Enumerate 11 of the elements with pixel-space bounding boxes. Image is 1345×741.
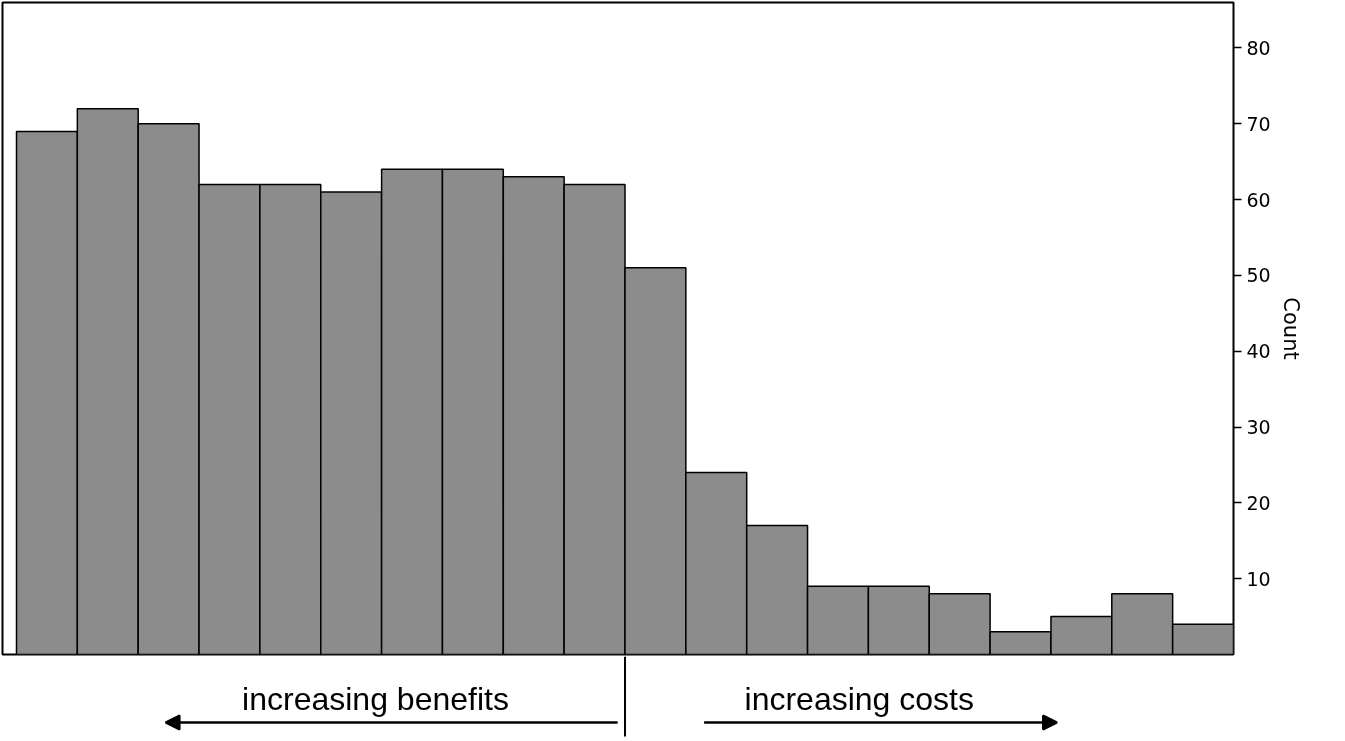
y-tick-label: 10 [1246,567,1271,590]
y-tick-label: 60 [1246,188,1271,211]
y-tick-label: 40 [1246,340,1271,363]
y-axis-title: Count [1278,297,1303,360]
y-tick-label: 70 [1246,112,1271,135]
y-tick-label: 50 [1246,264,1271,287]
text: increasing benefits [242,680,509,717]
text: increasing costs [744,680,974,717]
y-tick-label: 30 [1246,416,1271,439]
y-tick-label: 20 [1246,491,1271,514]
y-tick-label: 80 [1246,36,1271,59]
